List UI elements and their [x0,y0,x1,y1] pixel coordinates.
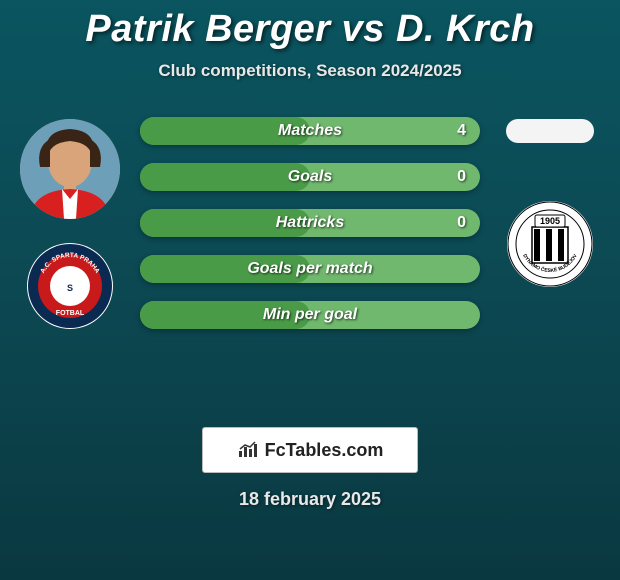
right-player-column: 1905 SK DYNAMO ČESKÉ BUDĚJOVICE [490,119,610,287]
svg-text:S: S [67,283,73,293]
left-player-column: S A.C. SPARTA PRAHA FOTBAL [10,119,130,329]
subtitle: Club competitions, Season 2024/2025 [0,61,620,81]
stat-right-value: 0 [457,168,466,186]
stat-bar-row: Min per goal [140,301,480,329]
stat-label: Min per goal [263,306,357,324]
stat-bar-row: Hattricks 0 [140,209,480,237]
stat-label: Goals per match [247,260,372,278]
stat-bars: Matches 4 Goals 0 Hattricks 0 Goals per match M… [140,117,480,329]
stat-bar-row: Goals 0 [140,163,480,191]
svg-text:1905: 1905 [540,216,560,226]
page-title: Patrik Berger vs D. Krch [0,0,620,51]
stat-right-value: 0 [457,214,466,232]
stat-bar-left-fill [140,163,310,191]
footer-brand-logo: FcTables.com [202,427,418,473]
chart-icon [237,441,259,459]
stat-label: Matches [278,122,342,140]
comparison-date: 18 february 2025 [0,489,620,510]
stat-bar-row: Matches 4 [140,117,480,145]
comparison-area: S A.C. SPARTA PRAHA FOTBAL [0,109,620,399]
right-club-logo: 1905 SK DYNAMO ČESKÉ BUDĚJOVICE [507,201,593,287]
stat-bar-row: Goals per match [140,255,480,283]
footer-brand-text: FcTables.com [265,440,384,461]
right-player-photo-placeholder [506,119,594,143]
left-club-logo: S A.C. SPARTA PRAHA FOTBAL [27,243,113,329]
stat-label: Goals [288,168,332,186]
left-player-photo [20,119,120,219]
svg-text:FOTBAL: FOTBAL [56,310,85,317]
stat-label: Hattricks [276,214,344,232]
stat-right-value: 4 [457,122,466,140]
